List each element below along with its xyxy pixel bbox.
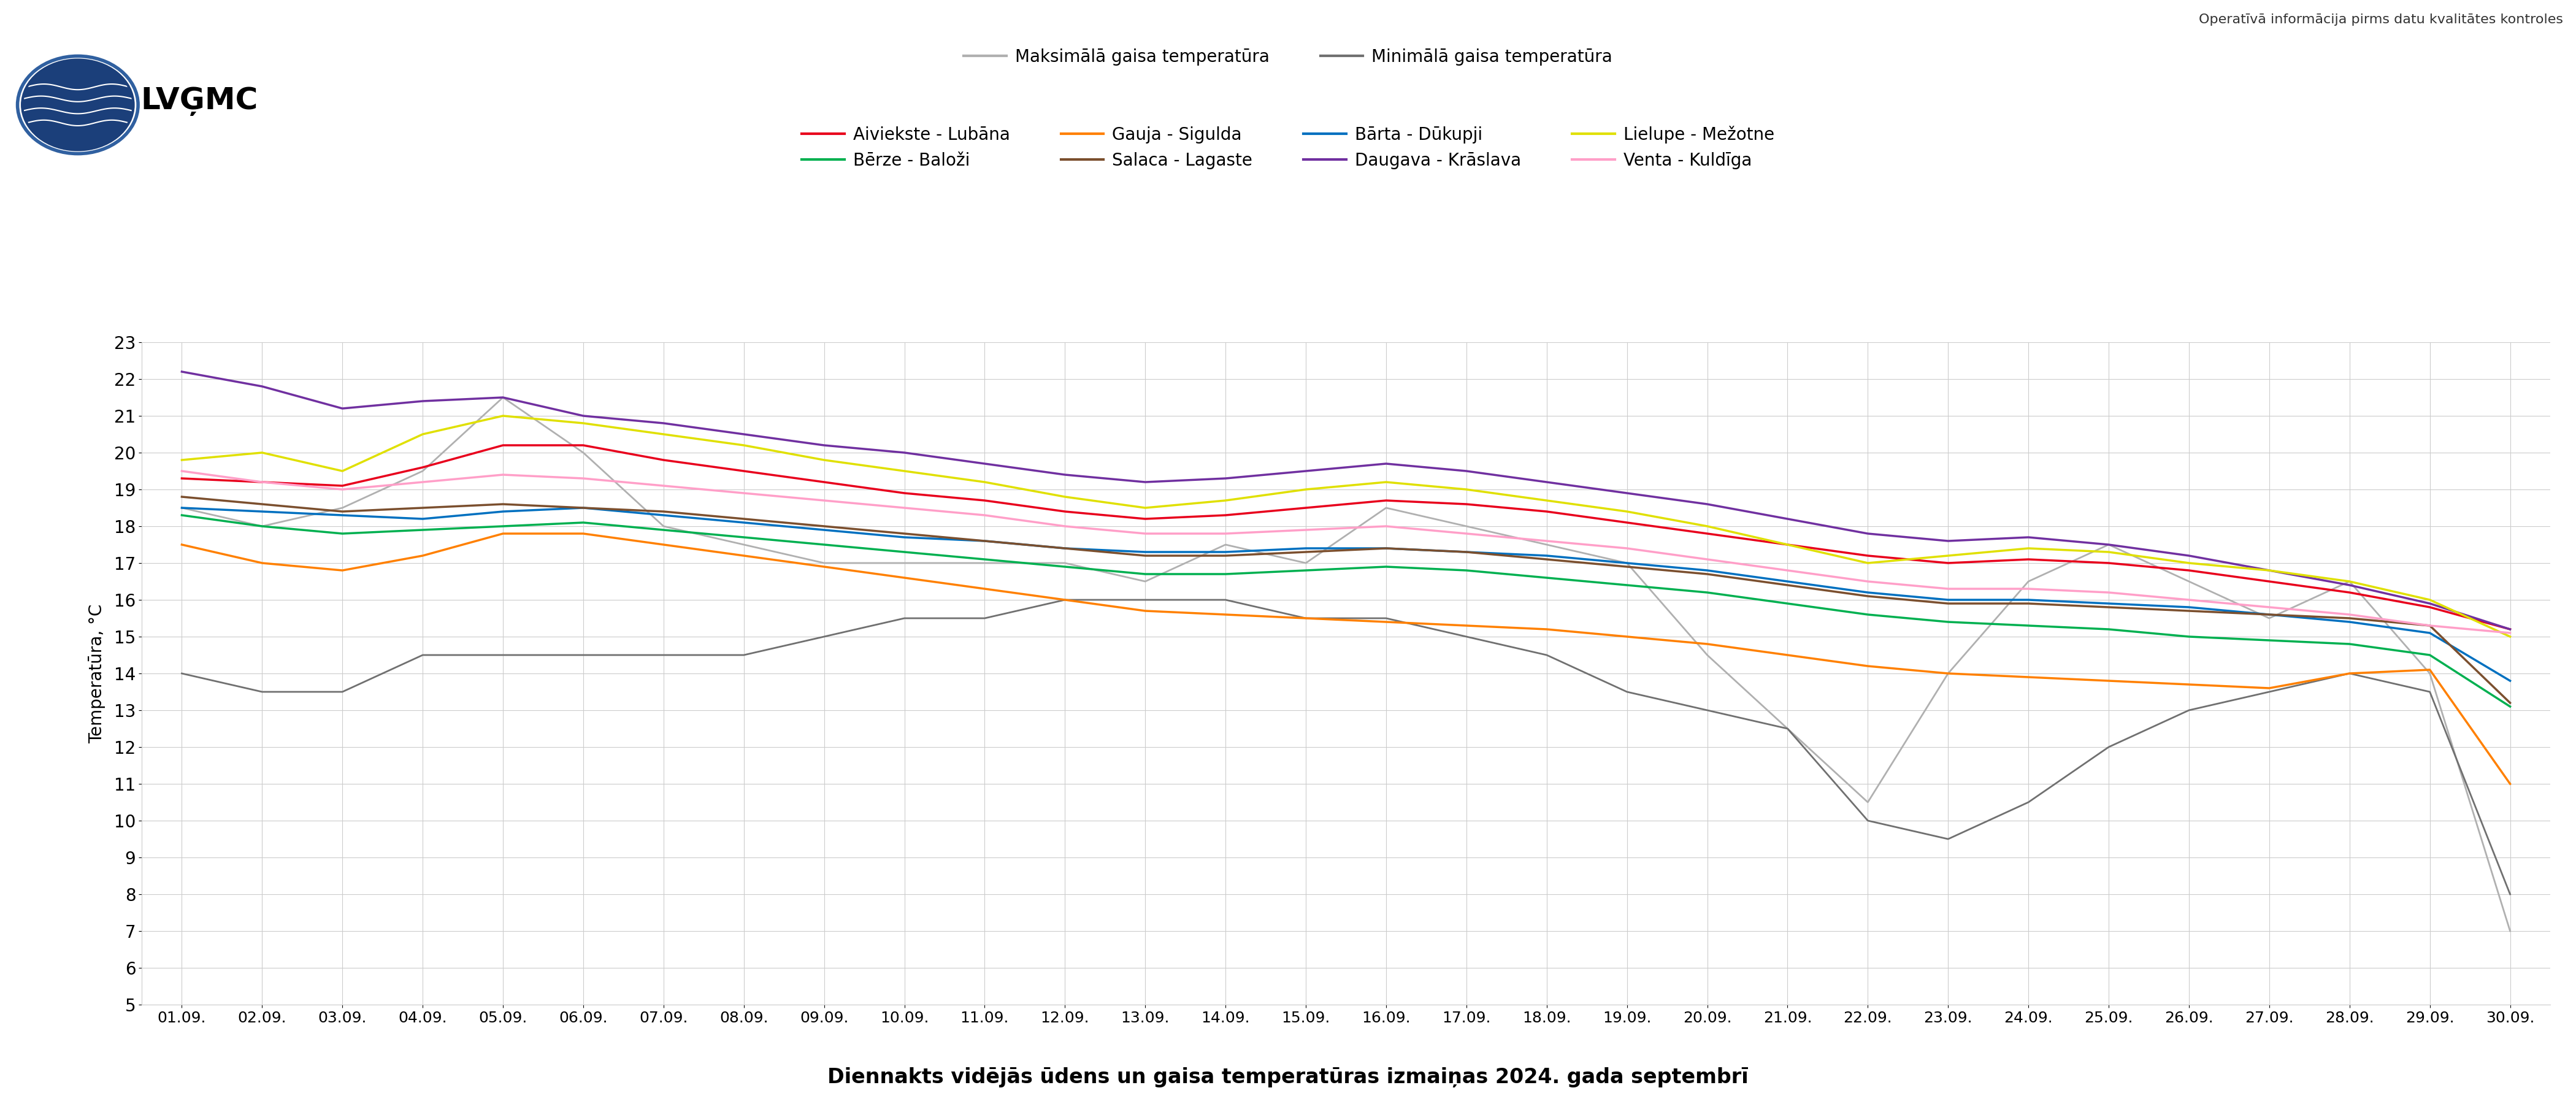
Text: Diennakts vidējās ūdens un gaisa temperatūras izmaiņas 2024. gada septembrī: Diennakts vidējās ūdens un gaisa tempera… — [827, 1068, 1749, 1087]
Circle shape — [23, 60, 134, 150]
Text: Operatīvā informācija pirms datu kvalitātes kontroles: Operatīvā informācija pirms datu kvalitā… — [2200, 13, 2563, 25]
Text: LVĢMC: LVĢMC — [142, 86, 258, 116]
Legend: Aiviekste - Lubāna, Bērze - Baloži, Gauja - Sigulda, Salaca - Lagaste, Bārta - D: Aiviekste - Lubāna, Bērze - Baloži, Gauj… — [796, 119, 1780, 176]
Legend: Maksimālā gaisa temperatūra, Minimālā gaisa temperatūra: Maksimālā gaisa temperatūra, Minimālā ga… — [956, 42, 1620, 73]
Y-axis label: Temperatūra, °C: Temperatūra, °C — [88, 604, 106, 743]
